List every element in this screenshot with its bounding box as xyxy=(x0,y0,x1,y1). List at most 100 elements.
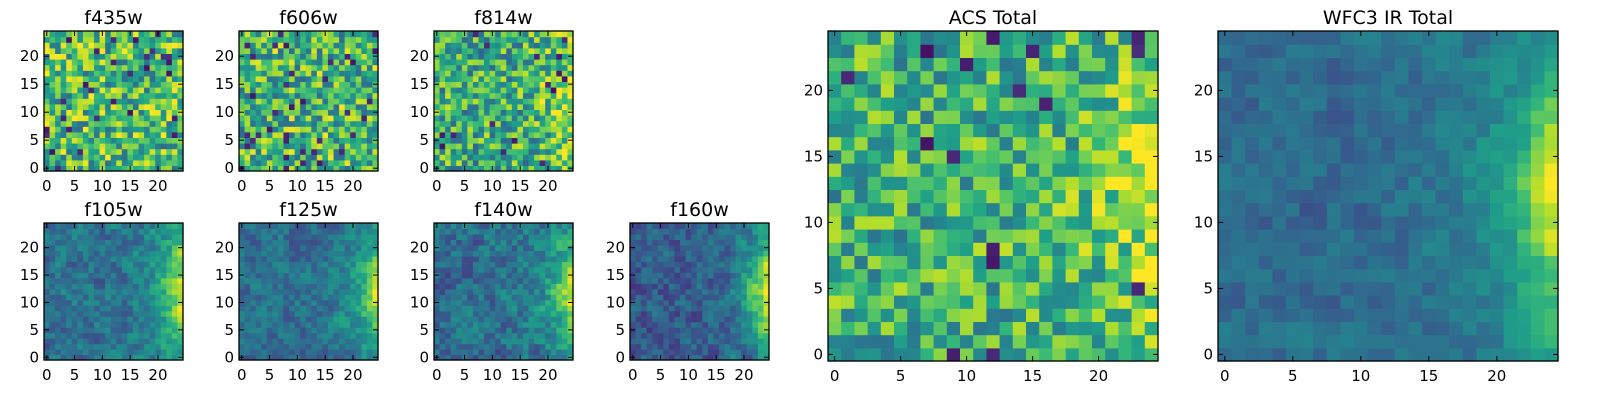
heatmap-cell xyxy=(674,272,681,279)
heatmap-cell xyxy=(635,233,642,241)
heatmap-cell xyxy=(757,299,765,306)
heatmap-cell xyxy=(691,294,698,301)
heatmap-cell xyxy=(44,36,51,43)
heatmap-cell xyxy=(333,59,340,66)
heatmap-cell xyxy=(500,250,507,257)
heatmap-cell xyxy=(344,327,351,334)
heatmap-cell xyxy=(110,64,117,71)
heatmap-cell xyxy=(735,288,742,295)
heatmap-cell xyxy=(144,159,151,166)
heatmap-cell xyxy=(77,143,84,150)
heatmap-cell xyxy=(55,75,62,82)
heatmap-cell xyxy=(1039,176,1053,190)
heatmap-cell xyxy=(71,305,78,312)
heatmap-cell xyxy=(255,277,262,284)
heatmap-cell xyxy=(434,288,441,295)
heatmap-cell xyxy=(372,261,379,268)
heatmap-cell xyxy=(132,321,140,328)
heatmap-cell xyxy=(1144,163,1159,177)
heatmap-cell xyxy=(105,109,112,116)
heatmap-cell xyxy=(160,36,167,43)
heatmap-cell xyxy=(49,316,56,323)
heatmap-cell xyxy=(350,59,357,66)
heatmap-cell xyxy=(894,321,908,336)
heatmap-cell xyxy=(60,294,67,301)
heatmap-cell xyxy=(294,120,301,127)
heatmap-cell xyxy=(144,47,151,54)
heatmap-cell xyxy=(250,261,257,268)
heatmap-cell xyxy=(741,250,748,257)
heatmap-cell xyxy=(171,87,179,94)
heatmap-cell xyxy=(366,299,374,306)
heatmap-cell xyxy=(561,223,569,230)
heatmap-cell xyxy=(138,92,145,99)
heatmap-cell xyxy=(561,47,569,54)
heatmap-cell xyxy=(132,316,140,323)
heatmap-cell xyxy=(456,70,463,77)
heatmap-cell xyxy=(132,288,140,295)
heatmap-cell xyxy=(355,250,362,257)
heatmap-cell xyxy=(333,47,340,54)
heatmap-cell xyxy=(489,244,496,251)
heatmap-cell xyxy=(239,47,246,54)
heatmap-cell xyxy=(730,310,737,317)
heatmap-cell xyxy=(550,31,557,38)
heatmap-cell xyxy=(289,92,296,99)
heatmap-cell xyxy=(333,137,340,144)
heatmap-cell xyxy=(561,349,569,356)
heatmap-cell xyxy=(110,255,117,262)
heatmap-cell xyxy=(567,31,574,38)
heatmap-cell xyxy=(517,244,524,251)
heatmap-cell xyxy=(489,288,496,295)
heatmap-cell xyxy=(461,321,468,328)
heatmap-cell xyxy=(294,126,301,133)
heatmap-cell xyxy=(450,47,457,54)
heatmap-cell xyxy=(239,332,246,339)
heatmap-cell xyxy=(561,261,569,268)
heatmap-cell xyxy=(630,338,637,345)
heatmap-cell xyxy=(88,250,95,257)
y-tick-label: 10 xyxy=(20,293,39,311)
heatmap-cell xyxy=(757,277,765,284)
heatmap-cell xyxy=(261,154,268,161)
heatmap-cell xyxy=(355,272,362,279)
heatmap-cell xyxy=(663,250,670,257)
heatmap-cell xyxy=(372,233,379,241)
heatmap-cell xyxy=(138,288,145,295)
heatmap-cell xyxy=(261,255,268,262)
heatmap-cell xyxy=(668,228,676,235)
heatmap-cell xyxy=(160,165,167,172)
heatmap-cell xyxy=(685,277,692,284)
heatmap-cell xyxy=(71,299,78,306)
heatmap-cell xyxy=(160,120,167,127)
heatmap-cell xyxy=(545,53,552,60)
heatmap-cell xyxy=(121,120,128,127)
heatmap-cell xyxy=(132,299,140,306)
heatmap-cell xyxy=(99,120,106,127)
heatmap-cell xyxy=(561,59,569,66)
heatmap-cell xyxy=(630,255,637,262)
heatmap-cell xyxy=(250,283,257,290)
heatmap-cell xyxy=(439,42,446,49)
heatmap-cell xyxy=(294,143,301,150)
heatmap-cell xyxy=(545,159,552,166)
heatmap-cell xyxy=(713,327,720,334)
heatmap-cell xyxy=(556,288,563,295)
y-tick-label: 15 xyxy=(20,75,39,93)
heatmap-cell xyxy=(741,294,748,301)
heatmap-cell xyxy=(155,92,162,99)
heatmap-cell xyxy=(49,288,56,295)
heatmap-cell xyxy=(266,148,273,155)
heatmap-cell xyxy=(550,126,557,133)
heatmap-cell xyxy=(545,255,552,262)
heatmap-cell xyxy=(333,283,340,290)
heatmap-cell xyxy=(82,233,90,241)
heatmap-cell xyxy=(933,229,948,243)
heatmap-cell xyxy=(663,261,670,268)
x-tick-label: 15 xyxy=(121,177,140,195)
heatmap-cell xyxy=(255,59,262,66)
heatmap-cell xyxy=(261,131,268,138)
heatmap-cell xyxy=(283,165,290,172)
heatmap-cell xyxy=(1118,189,1133,204)
heatmap-cell xyxy=(511,338,518,345)
